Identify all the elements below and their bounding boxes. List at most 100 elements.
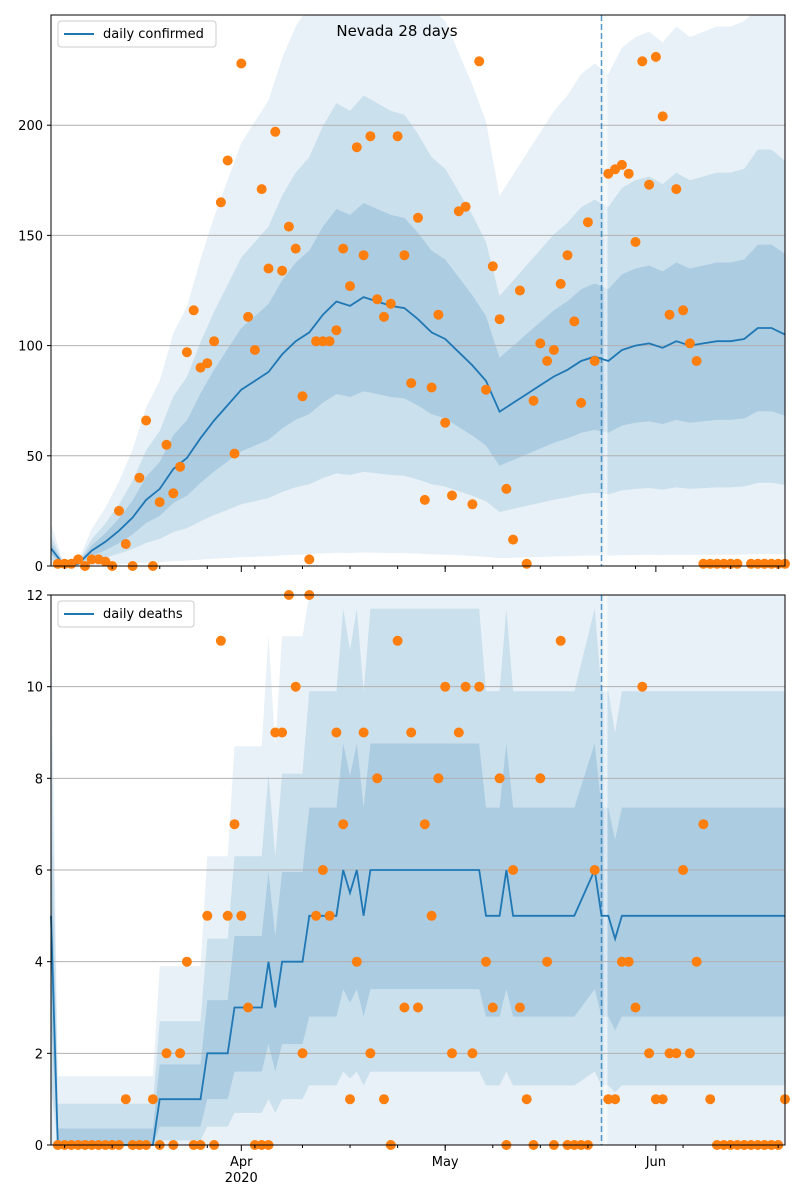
confirmed-series-line <box>50 296 786 567</box>
deaths-point <box>345 1094 355 1105</box>
deaths-point <box>379 1094 389 1105</box>
confirmed-point <box>664 309 675 320</box>
confirmed-point <box>229 448 240 459</box>
confirmed-y-tick-label: 200 <box>18 119 43 134</box>
confirmed-point <box>426 382 437 393</box>
deaths-point <box>644 1048 655 1059</box>
confirmed-point <box>256 184 267 195</box>
confirmed-point <box>351 142 362 153</box>
confirmed-point <box>548 345 559 355</box>
deaths-point <box>657 1094 668 1105</box>
deaths-y-tick-label: 8 <box>35 772 43 787</box>
deaths-point <box>392 635 403 646</box>
confirmed-point <box>73 554 84 565</box>
deaths-point <box>555 635 566 646</box>
confirmed-point <box>365 131 376 142</box>
deaths-point <box>508 865 519 875</box>
deaths-point <box>372 773 383 784</box>
deaths-point <box>623 956 634 967</box>
confirmed-point <box>684 338 695 349</box>
confirmed-forecast-gap <box>603 15 608 566</box>
confirmed-point <box>440 417 451 428</box>
confirmed-point <box>385 298 396 309</box>
confirmed-point <box>413 212 423 223</box>
confirmed-point <box>474 56 485 67</box>
confirmed-point <box>623 168 634 179</box>
confirmed-legend[interactable]: daily confirmed <box>57 20 217 48</box>
deaths-point <box>331 727 342 738</box>
deaths-point <box>630 1002 641 1013</box>
deaths-point <box>474 681 485 692</box>
deaths-point <box>175 1048 186 1059</box>
confirmed-point <box>528 395 539 406</box>
deaths-point <box>542 956 553 967</box>
confirmed-point <box>555 278 566 289</box>
confirmed-point <box>508 534 519 545</box>
deaths-point <box>481 956 491 967</box>
deaths-x-tick-label: May <box>432 1155 459 1170</box>
deaths-point <box>215 635 226 646</box>
confirmed-point <box>222 155 233 166</box>
deaths-point <box>297 1048 308 1059</box>
confirmed-point <box>569 316 580 327</box>
deaths-point <box>691 956 702 967</box>
confirmed-point <box>447 490 457 501</box>
confirmed-point <box>406 378 417 389</box>
confirmed-gridlines <box>51 124 785 567</box>
confirmed-point <box>181 347 192 358</box>
confirmed-point <box>120 539 131 549</box>
deaths-y-tick-label: 0 <box>35 1139 43 1154</box>
deaths-point <box>453 727 464 738</box>
confirmed-point <box>134 472 145 483</box>
deaths-point <box>637 681 648 692</box>
confirmed-point <box>521 558 532 569</box>
confirmed-point <box>487 261 498 272</box>
confirmed-point <box>358 250 369 261</box>
confirmed-point <box>494 314 505 325</box>
deaths-point <box>120 1094 131 1105</box>
deaths-point <box>426 910 437 921</box>
deaths-y-tick-label: 2 <box>35 1047 43 1062</box>
confirmed-point <box>379 311 389 322</box>
deaths-point <box>317 865 328 875</box>
deaths-point <box>521 1094 532 1105</box>
confirmed-x-axis <box>64 566 779 572</box>
deaths-point <box>358 727 369 738</box>
confirmed-point <box>270 126 281 137</box>
confirmed-point <box>263 263 274 274</box>
confirmed-point <box>419 494 430 505</box>
deaths-point <box>460 681 471 692</box>
confirmed-point <box>630 237 641 247</box>
confirmed-point <box>589 356 600 366</box>
confirmed-point <box>671 184 682 195</box>
deaths-y-tick-label: 10 <box>26 681 43 696</box>
deaths-point <box>705 1094 716 1105</box>
confirmed-point <box>188 305 199 316</box>
confirmed-point <box>678 305 689 316</box>
confirmed-point <box>297 391 308 402</box>
deaths-point <box>440 681 451 692</box>
confirmed-point <box>249 345 260 355</box>
confirmed-point <box>433 309 444 320</box>
confirmed-point <box>168 488 179 499</box>
deaths-point <box>514 1002 525 1013</box>
deaths-legend[interactable]: daily deaths <box>57 600 195 628</box>
confirmed-line <box>50 296 786 567</box>
confirmed-point <box>732 558 743 569</box>
deaths-point <box>243 1002 254 1013</box>
deaths-point <box>161 1048 172 1059</box>
confirmed-point <box>616 159 627 170</box>
deaths-y-tick-label: 4 <box>35 956 43 971</box>
confirmed-point <box>114 505 124 516</box>
confirmed-point <box>215 197 226 208</box>
deaths-point <box>684 1048 695 1059</box>
confirmed-legend-label: daily confirmed <box>103 27 204 42</box>
confirmed-point <box>202 358 213 369</box>
deaths-point <box>535 773 546 784</box>
confirmed-point <box>467 499 478 510</box>
confirmed-point <box>283 221 294 232</box>
confirmed-point <box>657 111 668 122</box>
deaths-point <box>324 910 335 921</box>
